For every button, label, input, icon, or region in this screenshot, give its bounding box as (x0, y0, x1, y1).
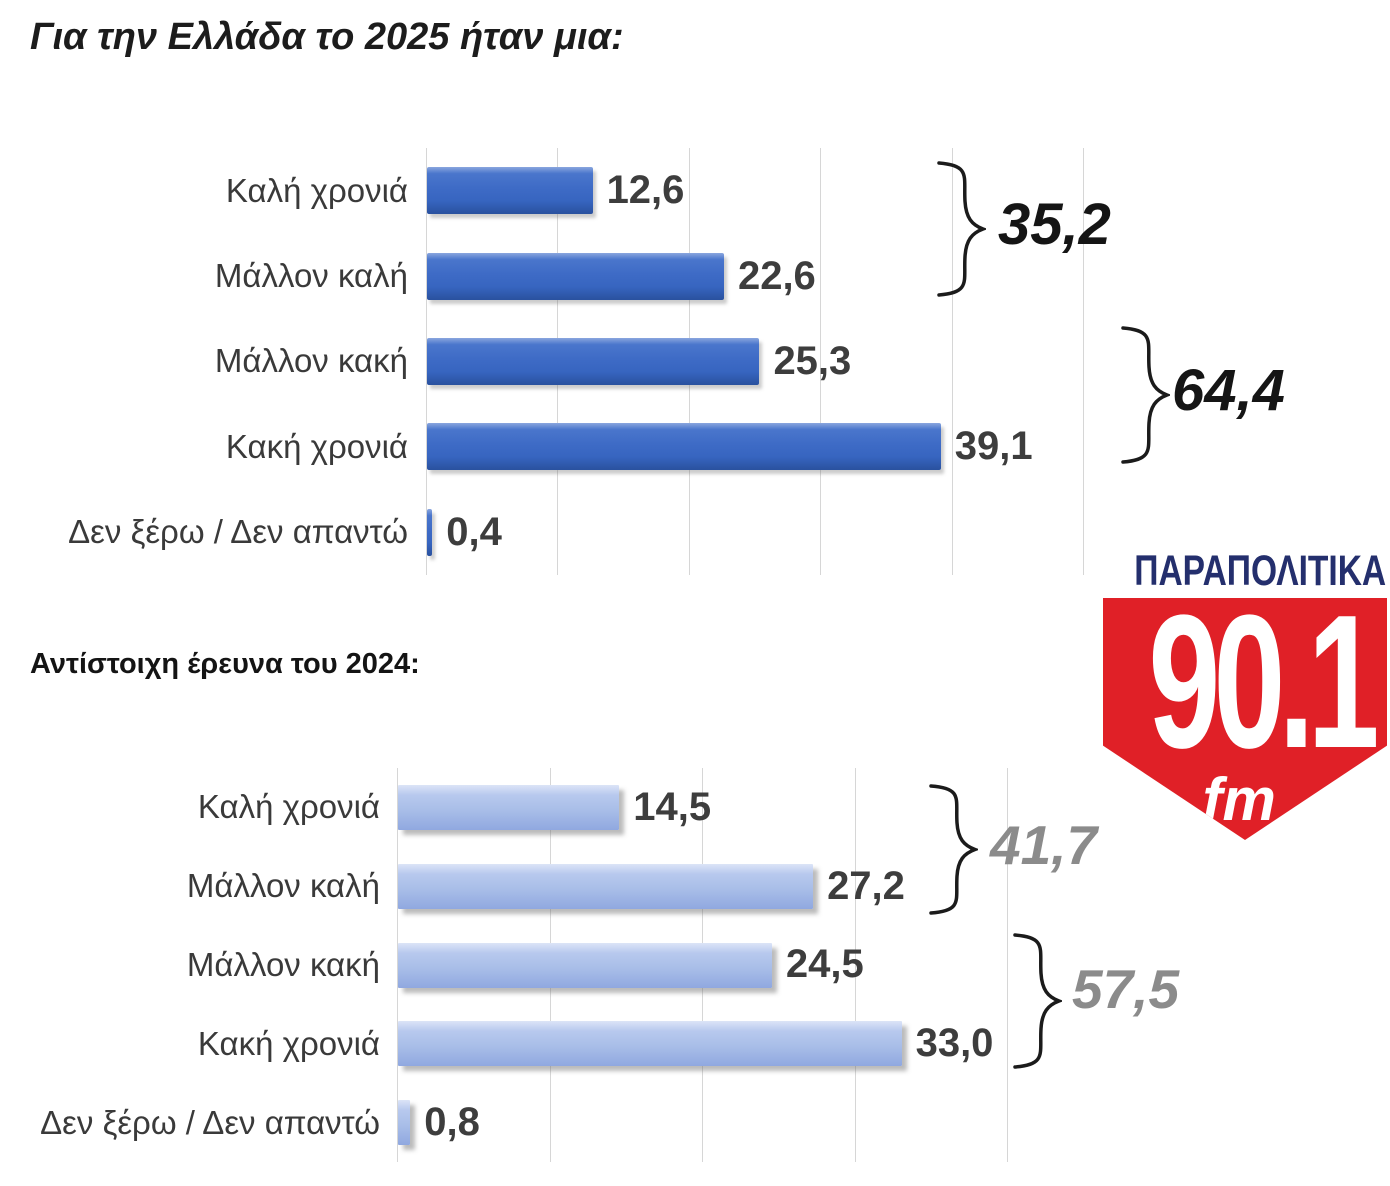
gridline (951, 148, 953, 575)
parapolitika-logo: ΠΑΡΑΠΟΛΙΤΙΚΑ 90.1 fm (1103, 547, 1387, 841)
gridline (820, 148, 822, 575)
value-label: 25,3 (773, 338, 852, 383)
bar (398, 1100, 411, 1146)
bar (398, 784, 620, 830)
gridline (1007, 768, 1009, 1162)
brace (937, 161, 986, 297)
brace (1013, 933, 1062, 1069)
bar (427, 252, 724, 300)
bar (398, 1021, 902, 1067)
value-label: 0,4 (446, 509, 502, 554)
bar (427, 167, 593, 215)
value-label: 14,5 (633, 784, 712, 829)
value-label: 24,5 (785, 942, 864, 987)
bar (427, 338, 760, 385)
bar (398, 863, 814, 909)
section-title-2024: Αντίστοιχη έρευνα του 2024: (30, 648, 420, 680)
category-label: Δεν ξέρω / Δεν απαντώ (40, 1103, 380, 1141)
category-label: Μάλλον καλή (214, 257, 408, 295)
category-label: Μάλλον καλή (186, 867, 380, 905)
category-label: Μάλλον κακή (214, 342, 408, 380)
value-label: 33,0 (915, 1021, 994, 1066)
aggregate-label: 64,4 (1172, 358, 1285, 423)
gridline (854, 768, 856, 1162)
value-label: 12,6 (606, 168, 685, 213)
category-label: Δεν ξέρω / Δεν απαντώ (68, 513, 408, 551)
value-label: 22,6 (737, 253, 816, 298)
category-label: Μάλλον κακή (186, 945, 380, 983)
gridline (1083, 148, 1084, 575)
aggregate-label: 41,7 (990, 814, 1098, 876)
value-label: 39,1 (954, 424, 1033, 469)
category-label: Καλή χρονιά (197, 788, 380, 826)
category-label: Καλή χρονιά (225, 171, 408, 209)
category-label: Κακή χρονιά (197, 1024, 380, 1062)
value-label: 0,8 (424, 1100, 480, 1145)
logo-shield: 90.1 fm (1103, 598, 1387, 840)
value-label: 27,2 (827, 863, 905, 908)
page-title-2025: Για την Ελλάδα το 2025 ήταν μια: (30, 16, 624, 58)
brace (1121, 326, 1170, 464)
bar (398, 942, 772, 988)
logo-fm-label: fm (1202, 766, 1276, 833)
aggregate-label: 57,5 (1072, 958, 1180, 1020)
aggregate-label: 35,2 (998, 192, 1111, 257)
logo-brand-text: ΠΑΡΑΠΟΛΙΤΙΚΑ (1134, 547, 1387, 595)
category-label: Κακή χρονιά (225, 427, 408, 465)
brace (929, 784, 978, 915)
gridline (426, 148, 427, 575)
bar (427, 423, 941, 471)
bar (427, 508, 433, 556)
logo-frequency: 90.1 (1148, 576, 1379, 788)
gridline (397, 768, 398, 1162)
